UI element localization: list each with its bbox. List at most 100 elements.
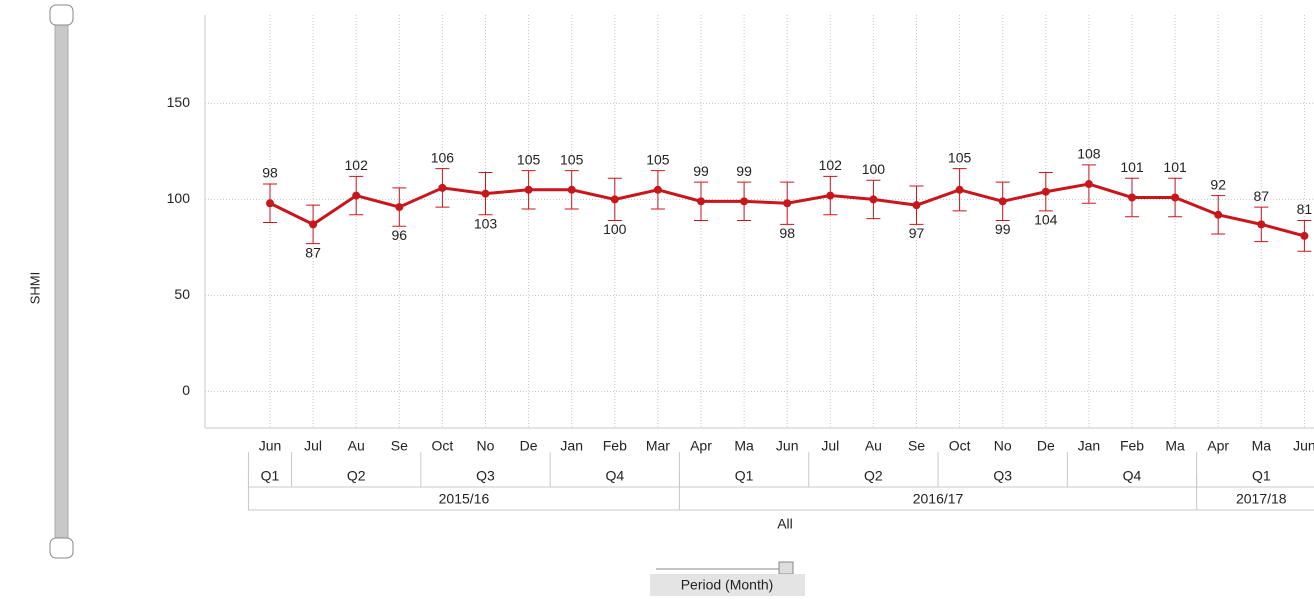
x-tick-label: Oct (949, 438, 971, 454)
y-range-slider[interactable] (54, 9, 69, 551)
point (1041, 187, 1050, 196)
data-label: 96 (392, 227, 408, 243)
data-label: 102 (819, 157, 843, 173)
zoom-handle[interactable] (778, 561, 794, 575)
quarter-bracket (291, 452, 421, 488)
quarter-bracket (937, 452, 1068, 488)
year-bracket (1196, 475, 1314, 511)
data-label: 98 (779, 225, 795, 241)
x-tick-label: Ma (1165, 438, 1185, 454)
slider-handle-bottom[interactable] (49, 537, 74, 559)
x-tick-label: De (520, 438, 538, 454)
data-label: 100 (603, 221, 627, 237)
data-label: 99 (995, 221, 1011, 237)
data-label: 105 (948, 149, 972, 165)
quarter-label: Q2 (864, 468, 883, 484)
quarter-label: Q3 (993, 468, 1012, 484)
point (783, 199, 792, 208)
x-tick-label: Au (348, 438, 365, 454)
point (697, 197, 705, 206)
x-tick-label: Jul (821, 438, 839, 454)
y-tick-label: 100 (167, 190, 191, 206)
quarter-label: Q1 (261, 468, 280, 484)
x-tick-label: Jun (259, 438, 282, 454)
x-tick-label: Feb (603, 438, 627, 454)
point (1300, 231, 1309, 240)
point (309, 220, 318, 229)
x-tick-label: Jan (1078, 438, 1101, 454)
x-tick-label: No (994, 438, 1012, 454)
x-tick-label: No (477, 438, 495, 454)
quarter-bracket (549, 452, 680, 488)
data-label: 108 (1077, 146, 1101, 162)
data-label: 101 (1120, 159, 1144, 175)
y-tick-label: 0 (182, 382, 190, 398)
quarter-label: Q1 (1252, 468, 1271, 484)
point (1128, 193, 1136, 202)
y-tick-label: 150 (167, 94, 191, 110)
data-label: 105 (560, 151, 584, 167)
point (1084, 180, 1093, 189)
x-tick-label: Au (865, 438, 882, 454)
x-tick-label: Mar (646, 438, 670, 454)
data-label: 81 (1297, 201, 1313, 217)
quarter-label: Q1 (735, 468, 754, 484)
data-label: 87 (1254, 188, 1270, 204)
year-label: 2017/18 (1236, 491, 1287, 507)
point (1257, 220, 1266, 229)
quarter-label: Q4 (605, 468, 624, 484)
x-tick-label: Jul (304, 438, 322, 454)
x-tick-label: Apr (690, 438, 712, 454)
x-tick-label: Jun (1293, 438, 1314, 454)
point (869, 195, 878, 204)
year-label: 2016/17 (913, 491, 964, 507)
point (826, 191, 835, 200)
data-label: 99 (693, 163, 709, 179)
x-tick-label: Apr (1207, 438, 1229, 454)
x-tick-label: Feb (1120, 438, 1144, 454)
point (653, 185, 662, 194)
data-label: 98 (262, 165, 278, 181)
data-label: 87 (305, 244, 321, 260)
slider-handle-top[interactable] (49, 4, 74, 26)
x-tick-label: Jun (776, 438, 799, 454)
data-label: 92 (1210, 176, 1226, 192)
quarter-bracket (808, 452, 939, 488)
quarter-bracket (420, 452, 551, 488)
data-label: 101 (1163, 159, 1187, 175)
quarter-label: Q4 (1123, 468, 1142, 484)
data-label: 100 (862, 161, 886, 177)
point (1214, 210, 1223, 219)
x-tick-label: Se (908, 438, 925, 454)
point (524, 185, 533, 194)
data-label: 105 (646, 151, 670, 167)
quarter-label: Q2 (347, 468, 366, 484)
data-label: 104 (1034, 212, 1058, 228)
x-axis-title-box[interactable] (650, 574, 805, 596)
data-label: 106 (431, 149, 455, 165)
year-label: 2015/16 (439, 491, 490, 507)
point (998, 197, 1007, 206)
point (1171, 193, 1180, 202)
point (912, 201, 921, 210)
point (395, 203, 404, 212)
data-label: 99 (736, 163, 752, 179)
x-axis-title: Period (Month) (681, 577, 774, 593)
quarter-bracket (1066, 452, 1197, 488)
x-tick-label: Se (391, 438, 408, 454)
data-label: 105 (517, 151, 541, 167)
point (567, 185, 576, 194)
point (740, 197, 749, 206)
data-label: 97 (909, 225, 925, 241)
data-label: 102 (345, 157, 369, 173)
x-tick-label: Jan (560, 438, 583, 454)
point (266, 199, 274, 208)
point (610, 195, 619, 204)
point (438, 183, 447, 192)
y-axis-title: SHMI (27, 272, 42, 305)
x-tick-label: De (1037, 438, 1055, 454)
x-tick-label: Oct (432, 438, 454, 454)
quarter-label: Q3 (476, 468, 495, 484)
point (352, 191, 361, 200)
